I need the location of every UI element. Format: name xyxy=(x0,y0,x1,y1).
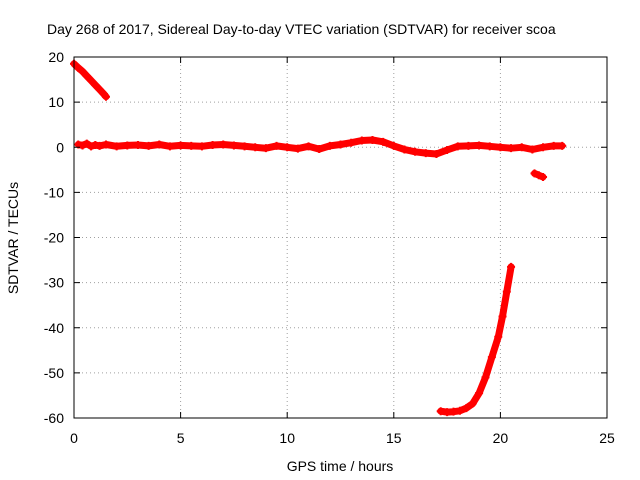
data-point xyxy=(219,140,228,149)
data-point xyxy=(539,143,548,152)
data-point xyxy=(443,145,452,154)
data-point xyxy=(453,142,462,151)
data-point xyxy=(82,139,91,148)
x-tick-label: 25 xyxy=(599,430,615,446)
data-point xyxy=(549,141,558,150)
y-tick-label: -60 xyxy=(44,410,64,426)
data-point xyxy=(208,140,217,149)
x-tick-label: 15 xyxy=(386,430,402,446)
grid-lines xyxy=(74,57,607,418)
data-point xyxy=(485,142,494,151)
data-point xyxy=(144,141,153,150)
data-point xyxy=(229,141,238,150)
data-point xyxy=(261,144,270,153)
data-point xyxy=(528,145,537,154)
y-tick-label: -10 xyxy=(44,184,64,200)
data-point xyxy=(494,332,503,341)
series-late-dip xyxy=(530,169,548,182)
data-point xyxy=(455,406,464,415)
data-point xyxy=(283,143,292,152)
plot-frame xyxy=(73,56,608,419)
data-point xyxy=(187,141,196,150)
data-point xyxy=(95,141,104,150)
axis-ticks: 0 5 10 15 20 25 -60 -50 -40 -30 -20 -10 0 10 20 xyxy=(44,49,615,446)
data-point xyxy=(379,137,388,146)
y-tick-label: -50 xyxy=(44,365,64,381)
data-point xyxy=(336,140,345,149)
data-point xyxy=(502,287,511,296)
data-point xyxy=(123,141,132,150)
y-tick-label: -40 xyxy=(44,320,64,336)
data-point xyxy=(155,140,164,149)
data-point xyxy=(539,173,548,182)
data-point xyxy=(357,136,366,145)
y-tick-label: -20 xyxy=(44,230,64,246)
x-axis-label: GPS time / hours xyxy=(287,458,394,474)
x-tick-label: 10 xyxy=(279,430,295,446)
data-point xyxy=(251,143,260,152)
data-point xyxy=(272,141,281,150)
data-point xyxy=(389,141,398,150)
data-point xyxy=(487,353,496,362)
data-point xyxy=(87,76,96,85)
data-point xyxy=(101,92,110,101)
data-point xyxy=(411,147,420,156)
chart-title: Day 268 of 2017, Sidereal Day-to-day VTE… xyxy=(47,21,556,37)
data-point xyxy=(82,71,91,80)
x-tick-label: 20 xyxy=(493,430,509,446)
data-point xyxy=(240,142,249,151)
series-main-band xyxy=(74,136,567,159)
data-point xyxy=(462,404,471,413)
data-point xyxy=(496,143,505,152)
data-point xyxy=(347,138,356,147)
data-point xyxy=(400,145,409,154)
data-point xyxy=(165,142,174,151)
y-tick-label: 20 xyxy=(48,49,64,65)
data-point xyxy=(112,142,121,151)
data-point xyxy=(464,141,473,150)
y-tick-label: 10 xyxy=(48,94,64,110)
data-point xyxy=(78,67,87,76)
data-point xyxy=(507,144,516,153)
data-point xyxy=(315,145,324,154)
data-point xyxy=(87,142,96,151)
data-point xyxy=(517,143,526,152)
x-tick-label: 5 xyxy=(177,430,185,446)
x-tick-label: 0 xyxy=(70,430,78,446)
data-point xyxy=(475,389,484,398)
data-point xyxy=(325,141,334,150)
series-early-descent xyxy=(70,59,110,101)
data-point xyxy=(95,85,104,94)
data-point xyxy=(133,140,142,149)
data-point xyxy=(74,63,83,72)
data-point xyxy=(507,262,516,271)
data-point xyxy=(91,80,100,89)
data-point xyxy=(293,144,302,153)
data-point xyxy=(101,140,110,149)
data-point xyxy=(197,142,206,151)
data-point xyxy=(498,312,507,321)
data-point xyxy=(468,399,477,408)
data-point xyxy=(534,171,543,180)
data-point xyxy=(481,373,490,382)
data-point xyxy=(304,142,313,151)
data-point xyxy=(176,141,185,150)
y-tick-label: -30 xyxy=(44,275,64,291)
y-tick-label: 0 xyxy=(56,139,64,155)
data-point xyxy=(421,149,430,158)
data-point xyxy=(368,136,377,145)
data-marks xyxy=(70,59,567,417)
data-point xyxy=(530,169,539,178)
series-band xyxy=(437,263,515,416)
data-point xyxy=(558,141,567,150)
y-axis-label: SDTVAR / TECUs xyxy=(5,182,21,294)
data-point xyxy=(78,141,87,150)
data-point xyxy=(475,141,484,150)
data-point xyxy=(432,150,441,159)
series-steep-rise xyxy=(436,262,516,417)
